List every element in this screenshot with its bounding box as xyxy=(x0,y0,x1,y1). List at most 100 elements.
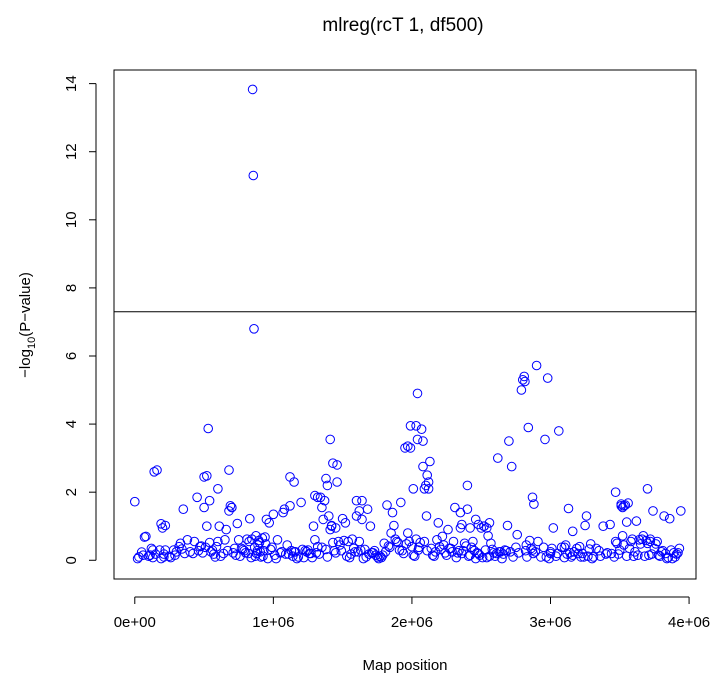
data-point xyxy=(409,551,420,562)
data-point xyxy=(554,426,564,436)
data-point xyxy=(542,373,553,383)
data-point xyxy=(480,545,491,555)
data-point xyxy=(199,502,209,513)
data-point xyxy=(398,548,409,559)
data-point xyxy=(152,465,162,475)
data-point xyxy=(674,543,685,554)
data-point xyxy=(610,536,621,547)
data-point xyxy=(581,511,592,521)
data-point xyxy=(179,548,190,559)
data-point xyxy=(500,545,510,555)
data-point xyxy=(617,531,628,541)
data-point xyxy=(231,550,241,561)
data-point xyxy=(479,521,489,532)
data-point xyxy=(527,545,538,555)
data-point xyxy=(473,519,484,530)
data-point xyxy=(357,514,367,525)
data-point xyxy=(439,540,449,550)
data-point xyxy=(340,518,351,528)
data-point xyxy=(411,421,421,431)
data-point xyxy=(228,548,238,558)
data-point xyxy=(452,548,463,558)
data-point xyxy=(296,497,306,508)
data-point xyxy=(486,538,496,549)
data-point xyxy=(676,506,686,516)
data-point xyxy=(202,471,212,481)
data-point xyxy=(504,436,514,446)
data-point xyxy=(202,521,212,532)
data-point xyxy=(441,550,452,561)
data-point xyxy=(412,388,423,399)
data-point xyxy=(577,548,588,559)
data-point xyxy=(247,84,258,95)
data-point xyxy=(324,511,334,521)
data-point xyxy=(318,514,329,525)
y-tick-label: 6 xyxy=(63,352,80,360)
data-point xyxy=(215,551,226,562)
data-point xyxy=(268,509,279,520)
data-point xyxy=(422,470,433,481)
data-point xyxy=(405,443,416,453)
data-point xyxy=(648,506,658,516)
data-point xyxy=(396,497,406,508)
data-point xyxy=(293,552,304,562)
data-point xyxy=(419,484,430,494)
data-point xyxy=(444,543,455,554)
data-point xyxy=(130,496,140,507)
data-point xyxy=(461,541,471,551)
data-point xyxy=(415,537,426,548)
data-point xyxy=(493,453,503,463)
x-tick-label: 4e+06 xyxy=(668,614,710,631)
data-point xyxy=(630,547,640,557)
data-point xyxy=(347,534,358,545)
data-point xyxy=(628,551,639,562)
data-point xyxy=(580,520,590,531)
data-point xyxy=(322,552,333,562)
data-point xyxy=(134,552,144,562)
data-point xyxy=(400,443,410,453)
data-point xyxy=(619,501,629,511)
data-point xyxy=(602,548,613,558)
data-point xyxy=(290,547,301,557)
data-point xyxy=(220,535,230,545)
data-point xyxy=(189,536,200,547)
data-point xyxy=(545,547,556,557)
data-point xyxy=(527,492,538,503)
data-point xyxy=(528,548,539,559)
data-point xyxy=(566,552,577,562)
data-point xyxy=(225,501,236,511)
data-point xyxy=(251,531,261,541)
data-point xyxy=(232,518,243,529)
data-point xyxy=(391,536,402,547)
data-point xyxy=(332,460,342,470)
data-point xyxy=(242,534,252,545)
data-point xyxy=(211,541,222,552)
data-point xyxy=(332,477,342,487)
data-point xyxy=(559,542,570,553)
data-point xyxy=(418,461,428,472)
data-point xyxy=(671,549,682,559)
data-point xyxy=(233,535,244,545)
data-point xyxy=(354,506,365,516)
data-point xyxy=(214,521,225,532)
data-point xyxy=(523,422,534,433)
data-point xyxy=(494,547,505,557)
data-point xyxy=(645,534,656,545)
data-point xyxy=(369,545,380,556)
data-point xyxy=(429,551,439,562)
data-point xyxy=(310,490,320,501)
data-point xyxy=(567,526,578,537)
data-point xyxy=(468,536,478,547)
data-point xyxy=(310,535,320,545)
x-tick-label: 1e+06 xyxy=(252,614,294,631)
data-point xyxy=(389,520,399,531)
data-point xyxy=(548,523,559,533)
data-point xyxy=(227,502,237,513)
data-point xyxy=(170,550,180,561)
data-point xyxy=(322,480,333,491)
data-point xyxy=(213,484,223,494)
data-point xyxy=(145,550,155,561)
data-point xyxy=(408,550,419,561)
data-point xyxy=(351,511,362,521)
